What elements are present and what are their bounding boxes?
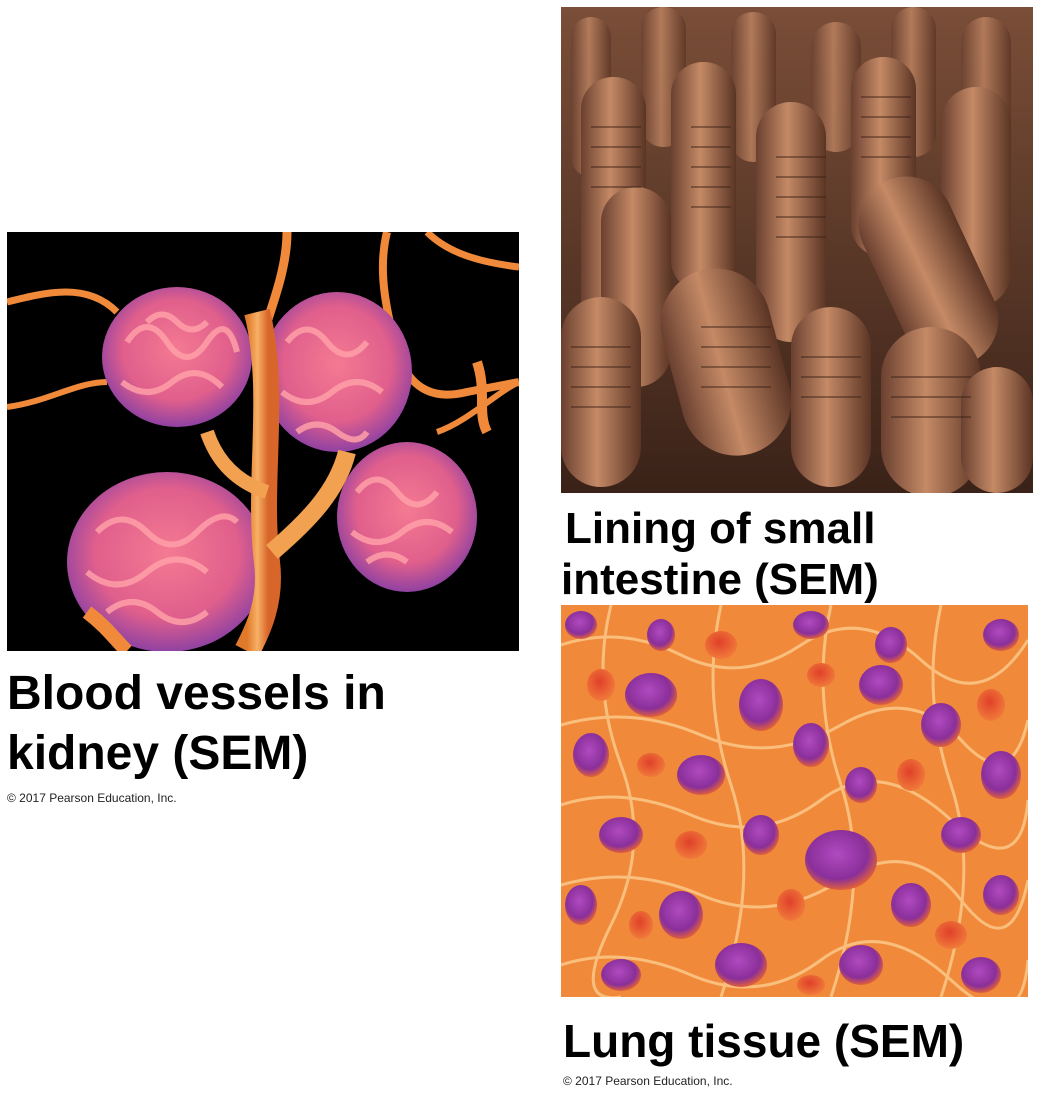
intestine-caption-line2: intestine (SEM): [561, 555, 879, 604]
lung-tissue-image: [561, 605, 1028, 997]
lung-caption: Lung tissue (SEM): [563, 1015, 965, 1067]
kidney-blood-vessels-image: [7, 232, 519, 651]
kidney-copyright: © 2017 Pearson Education, Inc.: [7, 791, 177, 805]
kidney-caption-line2: kidney (SEM): [7, 727, 309, 780]
small-intestine-lining-image: [561, 7, 1033, 493]
intestine-caption-line1: Lining of small: [565, 504, 876, 553]
kidney-caption-line1: Blood vessels in: [7, 667, 386, 720]
lung-copyright: © 2017 Pearson Education, Inc.: [563, 1074, 733, 1088]
